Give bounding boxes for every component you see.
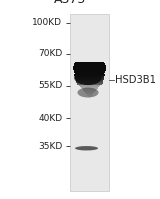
Text: 100KD: 100KD: [32, 18, 62, 27]
Ellipse shape: [77, 88, 99, 98]
Ellipse shape: [75, 146, 98, 150]
Text: 40KD: 40KD: [38, 114, 62, 123]
Text: 35KD: 35KD: [38, 142, 62, 151]
Text: HSD3B1: HSD3B1: [115, 75, 156, 85]
Text: 55KD: 55KD: [38, 81, 62, 90]
Text: 70KD: 70KD: [38, 49, 62, 58]
Ellipse shape: [74, 70, 102, 85]
Text: A375: A375: [54, 0, 87, 6]
Bar: [70, 14, 109, 191]
